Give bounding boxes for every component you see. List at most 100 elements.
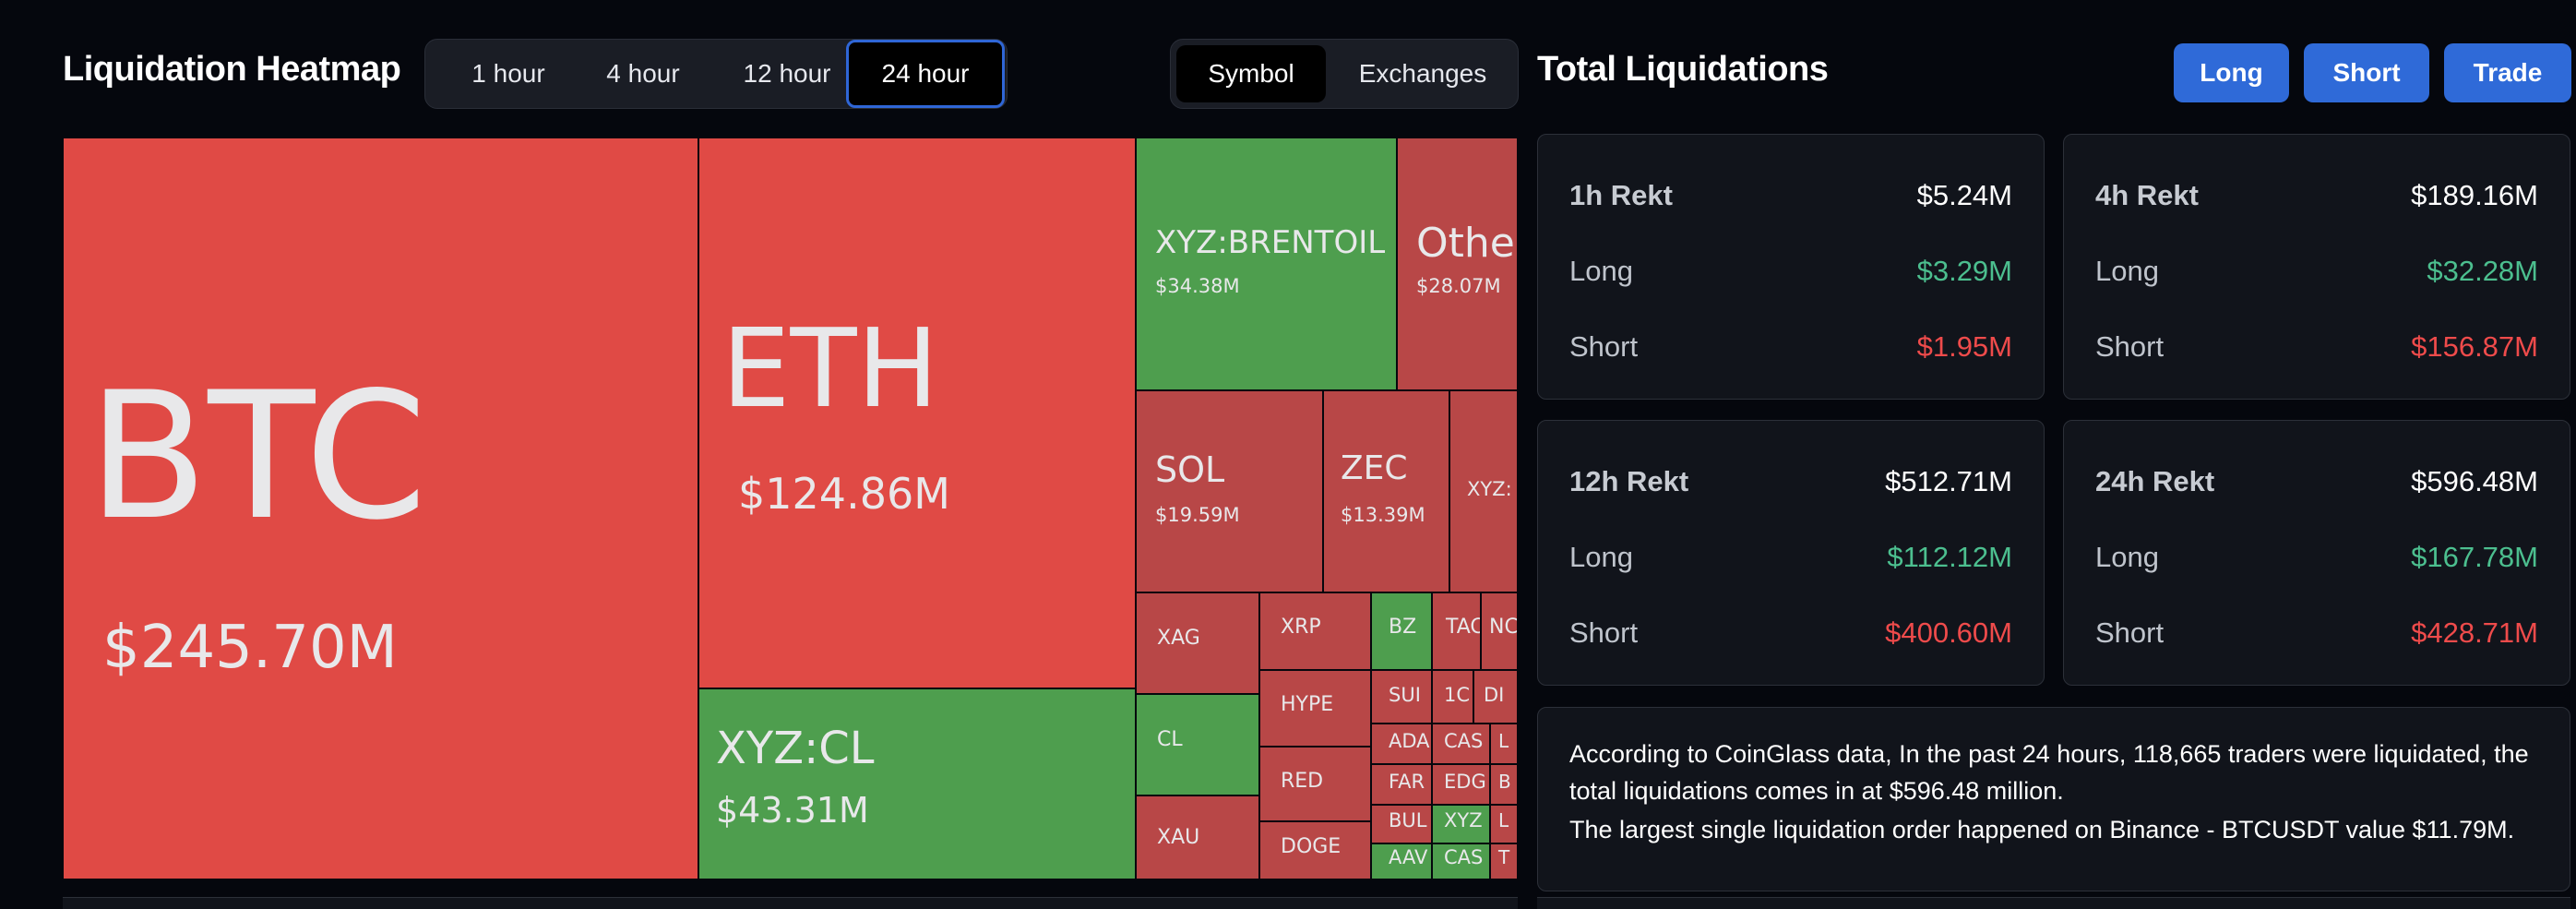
tab-4-hour[interactable]: 4 hour [606, 59, 680, 88]
treemap-tile-di[interactable]: DI [1473, 670, 1518, 724]
tile-symbol: ADA [1389, 730, 1430, 752]
rekt-label: 12h Rekt [1569, 465, 1689, 497]
view-mode-tabs: Symbol Exchanges [1170, 39, 1519, 109]
tile-symbol: ZEC [1341, 449, 1408, 487]
treemap-tile-ada[interactable]: ADA [1371, 724, 1432, 764]
rekt-label: 24h Rekt [2095, 465, 2215, 497]
summary-largest-order: The largest single liquidation order hap… [1569, 816, 2515, 843]
tile-value: $19.59M [1155, 504, 1240, 526]
treemap-tile-hype[interactable]: HYPE [1259, 670, 1371, 747]
treemap-tile-nc[interactable]: NC [1481, 592, 1518, 670]
treemap-tile-eth[interactable]: ETH $124.86M [698, 138, 1136, 688]
treemap-tile-red[interactable]: RED [1259, 747, 1371, 821]
treemap-tile-cl[interactable]: CL [1136, 694, 1259, 795]
liquidation-summary: According to CoinGlass data, In the past… [1537, 707, 2570, 891]
rekt-total: $5.24M [1916, 179, 2012, 211]
heatmap-title: Liquidation Heatmap [63, 50, 401, 89]
tab-symbol[interactable]: Symbol [1176, 45, 1326, 102]
tile-value: $28.07M [1416, 275, 1501, 297]
treemap-tile-other[interactable]: Other $28.07M [1397, 138, 1518, 390]
treemap-tile-cas[interactable]: CAS [1432, 843, 1490, 879]
long-value: $167.78M [2411, 541, 2538, 573]
tile-symbol: 1C [1444, 684, 1471, 706]
treemap-tile-xyz[interactable]: XYZ [1432, 805, 1490, 843]
tile-value: $245.70M [102, 614, 398, 682]
tab-exchanges[interactable]: Exchanges [1358, 59, 1487, 88]
treemap-tile-l[interactable]: L [1490, 805, 1518, 843]
treemap-tile-btc[interactable]: BTC $245.70M [63, 138, 698, 879]
tile-symbol: XAG [1157, 627, 1200, 650]
treemap-tile-cas[interactable]: CAS [1432, 724, 1490, 764]
short-value: $156.87M [2411, 330, 2538, 363]
treemap-tile-zec[interactable]: ZEC $13.39M [1323, 390, 1449, 592]
treemap-tile-bul[interactable]: BUL [1371, 805, 1432, 843]
tile-symbol: Other [1416, 220, 1517, 267]
treemap-tile-xyz-cl[interactable]: XYZ:CL $43.31M [698, 688, 1136, 879]
rekt-total: $512.71M [1885, 465, 2012, 497]
treemap-tile-far[interactable]: FAR [1371, 764, 1432, 805]
short-label: Short [1569, 330, 1639, 363]
treemap-tile-doge[interactable]: DOGE [1259, 821, 1371, 879]
tab-12-hour[interactable]: 12 hour [743, 59, 831, 88]
tile-symbol: XRP [1281, 616, 1321, 639]
rekt-card-12h: 12h Rekt $512.71M Long $112.12M Short $400.… [1537, 420, 2045, 686]
tile-symbol: FAR [1389, 771, 1425, 793]
tile-symbol: DOGE [1281, 835, 1342, 858]
rekt-card-4h: 4h Rekt $189.16M Long $32.28M Short $156.87… [2063, 134, 2570, 400]
time-range-tabs: 1 hour 4 hour 12 hour 24 hour [424, 39, 1008, 109]
tile-symbol: T [1498, 846, 1510, 868]
treemap-tile-aav[interactable]: AAV [1371, 843, 1432, 879]
short-value: $1.95M [1916, 330, 2012, 363]
long-button[interactable]: Long [2174, 43, 2289, 102]
tile-symbol: BUL [1389, 809, 1427, 831]
treemap-tile-b[interactable]: B [1490, 764, 1518, 805]
short-value: $400.60M [1885, 616, 2012, 649]
tile-symbol: XAU [1157, 826, 1200, 849]
tile-value: $13.39M [1341, 504, 1425, 526]
tile-symbol: SUI [1389, 684, 1421, 706]
rekt-card-1h: 1h Rekt $5.24M Long $3.29M Short $1.95M [1537, 134, 2045, 400]
long-value: $112.12M [1887, 541, 2012, 573]
tile-symbol: XYZ:BRENTOIL [1155, 224, 1386, 261]
tab-24-hour[interactable]: 24 hour [846, 40, 1005, 108]
rekt-label: 4h Rekt [2095, 179, 2199, 211]
tile-symbol: CL [1157, 728, 1183, 751]
tile-symbol: L [1498, 730, 1509, 752]
long-value: $32.28M [2427, 255, 2538, 287]
trade-button[interactable]: Trade [2444, 43, 2571, 102]
tile-value: $34.38M [1155, 275, 1240, 297]
short-label: Short [2095, 616, 2165, 649]
treemap-tile-sol[interactable]: SOL $19.59M [1136, 390, 1323, 592]
tile-value: $43.31M [716, 790, 869, 831]
treemap-tile-tac[interactable]: TAC [1432, 592, 1481, 670]
tile-symbol: DI [1484, 684, 1505, 706]
treemap-tile-edg[interactable]: EDG [1432, 764, 1490, 805]
short-button[interactable]: Short [2304, 43, 2429, 102]
treemap-tile-xyz[interactable]: XYZ: [1449, 390, 1518, 592]
rekt-total: $596.48M [2411, 465, 2538, 497]
tab-1-hour[interactable]: 1 hour [471, 59, 545, 88]
treemap-tile-xau[interactable]: XAU [1136, 795, 1259, 879]
long-value: $3.29M [1916, 255, 2012, 287]
tile-symbol: RED [1281, 770, 1324, 793]
tile-symbol: XYZ [1444, 809, 1483, 831]
totals-bottom-panel [1537, 897, 2570, 909]
short-label: Short [2095, 330, 2165, 363]
tile-symbol: CAS [1444, 846, 1484, 868]
treemap-tile-xag[interactable]: XAG [1136, 592, 1259, 694]
treemap-tile-sui[interactable]: SUI [1371, 670, 1432, 724]
summary-text: According to CoinGlass data, In the past… [1569, 740, 2529, 805]
tile-value: $124.86M [738, 469, 950, 519]
treemap-tile-1c[interactable]: 1C [1432, 670, 1473, 724]
treemap-tile-xyz-brentoil[interactable]: XYZ:BRENTOIL $34.38M [1136, 138, 1397, 390]
tile-symbol: EDG [1444, 771, 1486, 793]
rekt-total: $189.16M [2411, 179, 2538, 211]
treemap-tile-xrp[interactable]: XRP [1259, 592, 1371, 670]
liquidation-treemap: BTC $245.70M ETH $124.86M XYZ:CL $43.31M XYZ:B… [63, 138, 1518, 879]
long-label: Long [1569, 541, 1633, 573]
heatmap-bottom-panel [63, 897, 1518, 909]
treemap-tile-l[interactable]: L [1490, 724, 1518, 764]
treemap-tile-t[interactable]: T [1490, 843, 1518, 879]
treemap-tile-bz[interactable]: BZ [1371, 592, 1432, 670]
tile-symbol: ETH [722, 305, 939, 432]
